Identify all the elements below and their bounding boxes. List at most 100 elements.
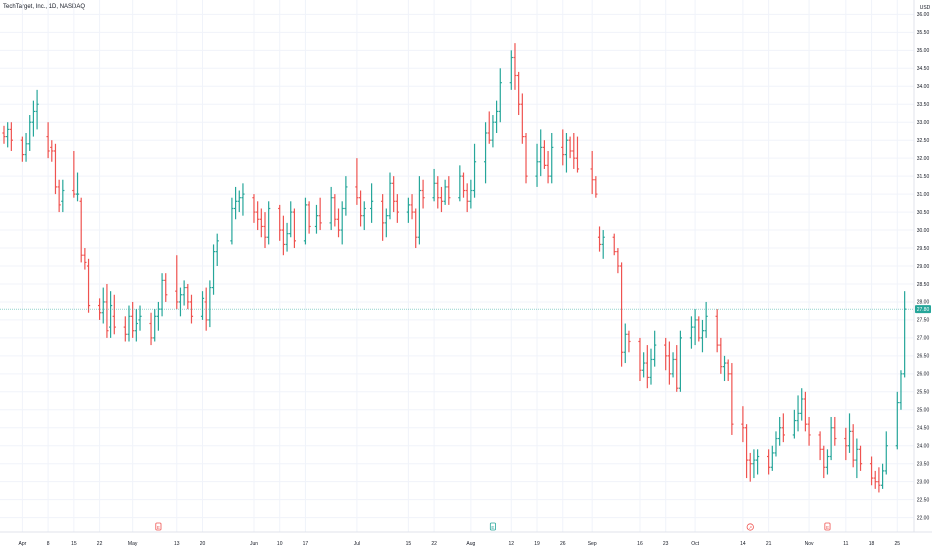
ohlc-bar bbox=[895, 391, 899, 450]
ohlc-bar bbox=[208, 280, 212, 328]
ohlc-bar bbox=[9, 122, 13, 151]
ohlc-bar bbox=[370, 183, 374, 223]
x-tick-label: 10 bbox=[277, 541, 283, 547]
ohlc-bar bbox=[704, 301, 708, 338]
x-tick-label: Jun bbox=[250, 541, 258, 547]
ohlc-bar bbox=[6, 122, 10, 148]
ohlc-bar bbox=[781, 413, 785, 443]
ohlc-bar bbox=[57, 179, 61, 213]
ohlc-bar bbox=[642, 352, 646, 378]
ohlc-bar bbox=[86, 258, 91, 313]
x-tick-label: 13 bbox=[174, 541, 180, 547]
ohlc-bar bbox=[649, 348, 653, 385]
ohlc-bar bbox=[726, 359, 730, 382]
event-marker[interactable]: ↗ bbox=[746, 523, 754, 531]
grid-lines bbox=[0, 0, 914, 532]
ohlc-bar bbox=[594, 176, 598, 198]
ohlc-bar bbox=[778, 416, 782, 446]
ohlc-bar bbox=[509, 50, 513, 90]
y-tick-label: 27.50 bbox=[917, 318, 930, 324]
x-tick-label: 12 bbox=[509, 541, 515, 547]
ohlc-bar bbox=[97, 298, 102, 320]
y-tick-label: 26.00 bbox=[917, 372, 930, 378]
x-tick-label: 14 bbox=[740, 541, 746, 547]
svg-text:↗: ↗ bbox=[748, 525, 752, 530]
ohlc-bar bbox=[24, 133, 28, 162]
ohlc-bar bbox=[803, 391, 807, 432]
ohlc-bar bbox=[847, 413, 852, 453]
ohlc-bar bbox=[616, 248, 620, 274]
event-markers[interactable]: E E ↗ E bbox=[155, 522, 831, 531]
ohlc-bar bbox=[623, 323, 627, 364]
x-tick-label: 23 bbox=[663, 541, 669, 547]
svg-text:E: E bbox=[157, 525, 160, 530]
y-tick-label: 35.50 bbox=[917, 30, 930, 36]
ohlc-bar bbox=[873, 470, 877, 489]
y-tick-label: 27.00 bbox=[917, 336, 930, 342]
ohlc-bar bbox=[564, 133, 569, 173]
event-marker[interactable]: E bbox=[489, 522, 496, 531]
ohlc-bar bbox=[491, 115, 495, 148]
ohlc-bar bbox=[744, 424, 749, 479]
event-marker[interactable]: E bbox=[155, 522, 162, 531]
ohlc-bar bbox=[756, 449, 760, 475]
x-tick-label: 19 bbox=[534, 541, 540, 547]
ohlc-bar bbox=[689, 316, 694, 349]
ohlc-bar bbox=[697, 316, 701, 342]
ohlc-bar bbox=[211, 244, 216, 295]
svg-text:E: E bbox=[826, 525, 829, 530]
x-tick-label: Jul bbox=[354, 541, 360, 547]
y-axis[interactable]: USD 22.00 22.50 23.00 23.50 24.00 24.50 25.00 25… bbox=[913, 0, 931, 532]
ohlc-bar bbox=[241, 183, 245, 216]
ohlc-bar bbox=[884, 431, 888, 475]
ohlc-bar bbox=[822, 445, 826, 479]
ohlc-bar bbox=[215, 233, 219, 266]
ohlc-bar bbox=[263, 212, 267, 249]
ohlc-bar bbox=[149, 312, 153, 346]
ohlc-bar bbox=[178, 287, 183, 317]
y-tick-label: 34.50 bbox=[917, 66, 930, 72]
ohlc-bar bbox=[381, 194, 385, 241]
ohlc-bar bbox=[355, 158, 359, 205]
ohlc-bar bbox=[303, 197, 308, 245]
ohlc-bar bbox=[851, 424, 855, 468]
ohlc-bar bbox=[105, 283, 109, 338]
ohlc-bar bbox=[175, 255, 179, 310]
ohlc-bar bbox=[333, 194, 337, 227]
last-price-label: 27.80 bbox=[917, 307, 930, 313]
ohlc-bar bbox=[252, 194, 256, 223]
ohlc-bar bbox=[256, 201, 260, 231]
ohlc-bar bbox=[752, 449, 756, 479]
ohlc-bar bbox=[2, 125, 6, 144]
ohlc-bar bbox=[494, 100, 499, 133]
y-tick-label: 28.50 bbox=[917, 282, 930, 288]
y-tick-label: 31.00 bbox=[917, 192, 930, 198]
ohlc-bar bbox=[774, 431, 778, 457]
ohlc-bar bbox=[233, 186, 238, 220]
y-tick-label: 33.00 bbox=[917, 120, 930, 126]
x-tick-label: May bbox=[128, 541, 138, 547]
ohlc-bar bbox=[612, 233, 616, 256]
ohlc-bar bbox=[259, 208, 263, 238]
x-tick-label: 21 bbox=[766, 541, 772, 547]
ohlc-bar bbox=[160, 273, 164, 317]
x-tick-label: 25 bbox=[895, 541, 901, 547]
last-price-badge bbox=[915, 305, 931, 314]
x-axis[interactable]: Apr 8 15 22 May 13 20 Jun 10 17 Jul 15 22 Aug 12 19 26 Se… bbox=[0, 531, 932, 547]
ohlc-bar bbox=[392, 176, 396, 213]
x-tick-label: Oct bbox=[691, 541, 699, 547]
ohlc-bar bbox=[436, 176, 440, 209]
ohlc-bar bbox=[855, 438, 859, 479]
ohlc-bar bbox=[550, 133, 554, 184]
x-tick-label: 16 bbox=[637, 541, 643, 547]
y-tick-label: 29.50 bbox=[917, 246, 930, 252]
ohlc-bar bbox=[358, 190, 363, 227]
y-tick-label: 22.00 bbox=[917, 515, 930, 521]
ohlc-bar bbox=[362, 201, 366, 231]
ohlc-bar bbox=[127, 305, 131, 342]
ohlc-bar bbox=[432, 168, 436, 202]
ohlc-bar bbox=[546, 150, 550, 184]
event-marker[interactable]: E bbox=[824, 522, 831, 531]
ohlc-bar bbox=[46, 122, 50, 159]
